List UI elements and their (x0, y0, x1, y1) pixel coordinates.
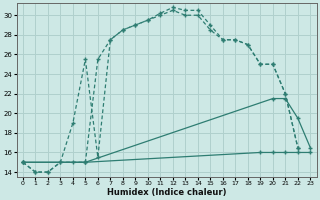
X-axis label: Humidex (Indice chaleur): Humidex (Indice chaleur) (107, 188, 226, 197)
